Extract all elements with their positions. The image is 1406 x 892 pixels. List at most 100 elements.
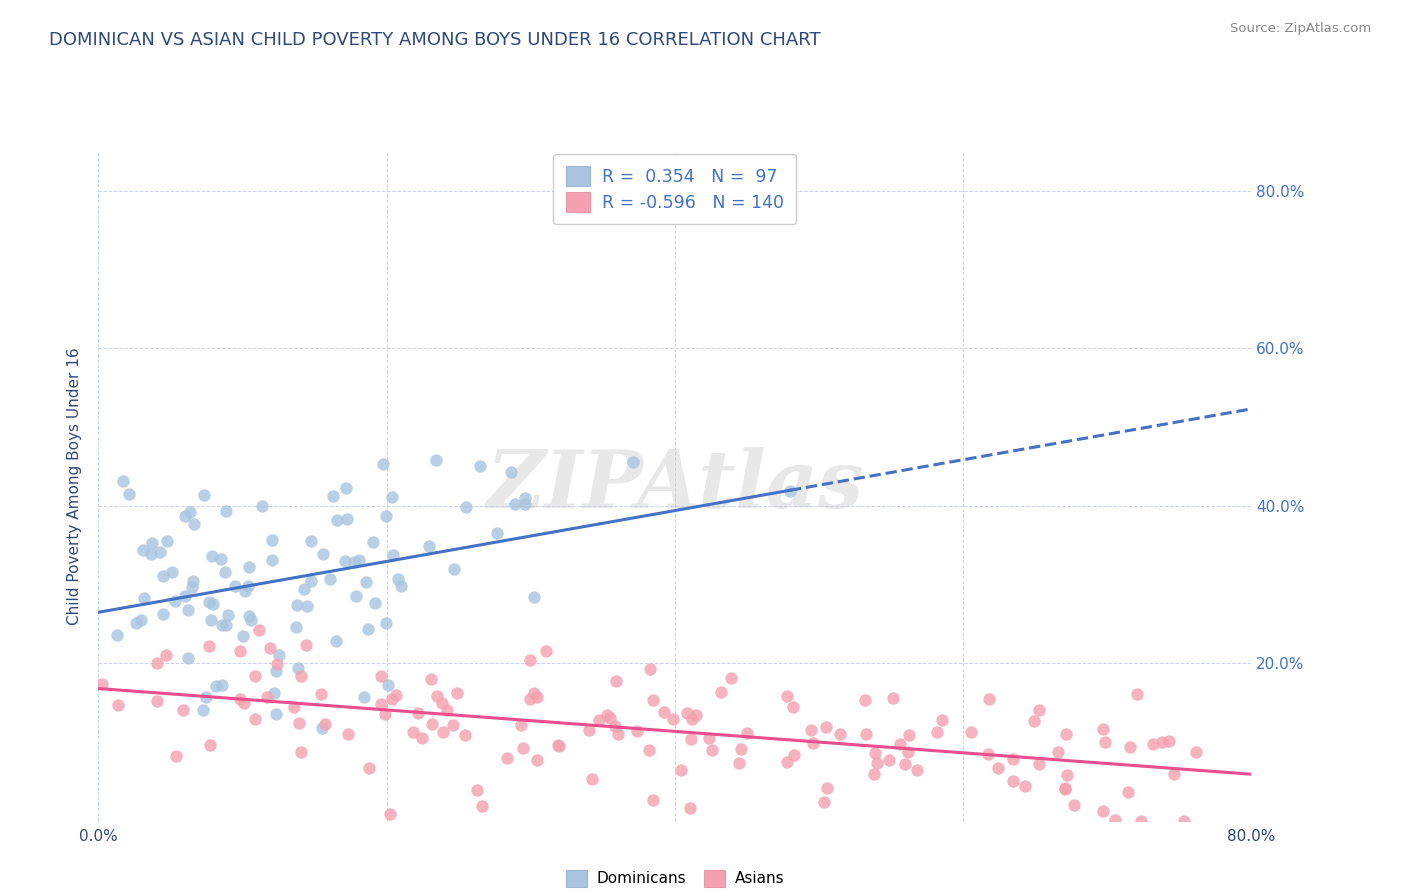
Point xyxy=(1173,814,1195,828)
Legend: Dominicans, Asians: Dominicans, Asians xyxy=(560,863,790,892)
Point xyxy=(1152,735,1174,749)
Point xyxy=(776,690,799,704)
Point xyxy=(356,575,378,590)
Point xyxy=(1094,735,1116,749)
Point xyxy=(292,582,315,596)
Point xyxy=(149,545,172,559)
Point xyxy=(1063,797,1085,812)
Point xyxy=(523,686,546,700)
Point xyxy=(344,589,367,603)
Point xyxy=(243,712,266,726)
Point xyxy=(314,717,336,731)
Point xyxy=(173,589,195,603)
Point xyxy=(515,497,537,511)
Point xyxy=(420,717,443,731)
Point xyxy=(418,539,440,553)
Text: DOMINICAN VS ASIAN CHILD POVERTY AMONG BOYS UNDER 16 CORRELATION CHART: DOMINICAN VS ASIAN CHILD POVERTY AMONG B… xyxy=(49,31,821,49)
Point xyxy=(287,716,309,731)
Point xyxy=(381,692,404,706)
Point xyxy=(925,725,948,739)
Point xyxy=(125,616,148,631)
Point xyxy=(578,723,600,737)
Point xyxy=(238,560,260,574)
Point xyxy=(336,511,359,525)
Point xyxy=(264,664,287,678)
Point xyxy=(863,767,886,781)
Point xyxy=(205,680,228,694)
Point xyxy=(381,549,404,563)
Point xyxy=(411,731,433,746)
Point xyxy=(285,599,308,613)
Point xyxy=(547,739,569,753)
Point xyxy=(855,727,877,741)
Point xyxy=(209,551,232,566)
Point xyxy=(381,490,404,504)
Point xyxy=(183,516,205,531)
Point xyxy=(290,669,312,683)
Point xyxy=(536,644,558,658)
Point xyxy=(283,700,305,714)
Point xyxy=(1047,745,1070,759)
Point xyxy=(621,454,644,468)
Point xyxy=(160,565,183,579)
Point xyxy=(214,565,236,579)
Point xyxy=(112,475,135,489)
Point xyxy=(526,690,548,704)
Point xyxy=(893,756,915,771)
Point xyxy=(519,653,541,667)
Point xyxy=(905,763,928,777)
Point xyxy=(250,499,273,513)
Point xyxy=(375,615,398,630)
Point xyxy=(931,713,953,727)
Point xyxy=(526,753,548,767)
Point xyxy=(152,568,174,582)
Point xyxy=(343,555,366,569)
Point xyxy=(1104,814,1126,828)
Point xyxy=(979,692,1001,706)
Point xyxy=(299,534,322,549)
Point xyxy=(681,712,703,726)
Point xyxy=(295,599,318,613)
Point xyxy=(195,690,218,704)
Point xyxy=(335,481,357,495)
Point xyxy=(141,547,163,561)
Point xyxy=(897,745,920,759)
Point xyxy=(863,746,886,760)
Point xyxy=(700,743,723,757)
Point xyxy=(1091,723,1114,737)
Point xyxy=(720,671,742,685)
Point xyxy=(471,799,494,814)
Point xyxy=(347,553,370,567)
Point xyxy=(548,739,571,754)
Point xyxy=(652,705,675,719)
Point xyxy=(263,686,285,700)
Point xyxy=(377,678,399,692)
Point xyxy=(90,677,112,691)
Point xyxy=(419,672,441,686)
Point xyxy=(678,801,700,815)
Point xyxy=(290,745,312,759)
Point xyxy=(676,706,699,720)
Point xyxy=(730,742,752,756)
Point xyxy=(215,504,238,518)
Point xyxy=(454,728,477,742)
Point xyxy=(233,583,256,598)
Point xyxy=(638,662,661,676)
Y-axis label: Child Poverty Among Boys Under 16: Child Poverty Among Boys Under 16 xyxy=(67,347,83,625)
Point xyxy=(129,613,152,627)
Point xyxy=(468,459,491,474)
Point xyxy=(637,743,659,757)
Point xyxy=(425,453,447,467)
Point xyxy=(1028,703,1050,717)
Point xyxy=(176,603,198,617)
Point xyxy=(193,702,215,716)
Point xyxy=(1163,767,1185,781)
Point xyxy=(107,698,129,713)
Point xyxy=(156,533,179,548)
Point xyxy=(262,533,284,547)
Point xyxy=(267,648,290,662)
Point xyxy=(697,731,720,745)
Point xyxy=(391,579,413,593)
Point xyxy=(224,578,246,592)
Point xyxy=(172,703,194,717)
